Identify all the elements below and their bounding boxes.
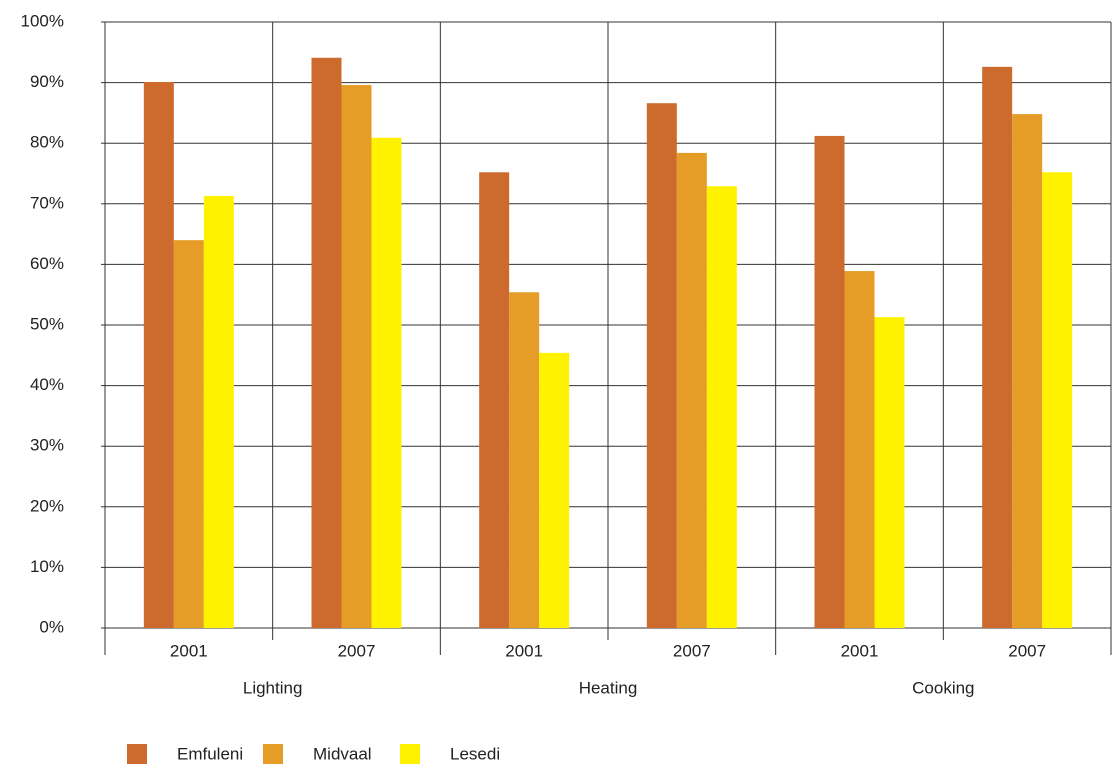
x-tick-label: 2001 — [505, 641, 543, 660]
y-tick-label: 100% — [21, 11, 64, 30]
y-tick-label: 50% — [30, 314, 64, 333]
bar — [509, 292, 540, 628]
bar — [1042, 172, 1073, 628]
group-label: Heating — [579, 678, 638, 697]
legend-label: Lesedi — [450, 744, 500, 763]
legend-swatch — [400, 744, 420, 764]
y-tick-label: 70% — [30, 193, 64, 212]
bar — [173, 240, 204, 628]
bar — [203, 195, 234, 628]
bar — [143, 81, 174, 628]
y-tick-label: 80% — [30, 133, 64, 152]
legend-swatch — [127, 744, 147, 764]
bar — [479, 172, 510, 628]
y-tick-label: 40% — [30, 375, 64, 394]
group-label: Cooking — [912, 678, 974, 697]
x-tick-label: 2001 — [841, 641, 879, 660]
bar — [646, 103, 677, 629]
group-label: Lighting — [243, 678, 303, 697]
bar — [844, 271, 875, 628]
bar — [311, 57, 342, 628]
bar — [706, 186, 737, 628]
bar — [814, 135, 845, 629]
x-tick-label: 2007 — [338, 641, 376, 660]
y-tick-label: 30% — [30, 436, 64, 455]
legend-label: Midvaal — [313, 744, 372, 763]
y-tick-label: 60% — [30, 254, 64, 273]
bar — [1012, 114, 1043, 628]
bar — [539, 352, 570, 628]
bar — [676, 152, 707, 628]
y-tick-label: 0% — [39, 617, 64, 636]
legend-swatch — [263, 744, 283, 764]
legend-label: Emfuleni — [177, 744, 243, 763]
bar — [982, 66, 1013, 629]
bar — [371, 137, 402, 628]
bar — [341, 85, 372, 629]
y-tick-label: 90% — [30, 72, 64, 91]
y-tick-label: 10% — [30, 557, 64, 576]
y-tick-label: 20% — [30, 496, 64, 515]
x-tick-label: 2007 — [1008, 641, 1046, 660]
x-tick-label: 2007 — [673, 641, 711, 660]
x-tick-label: 2001 — [170, 641, 208, 660]
bar — [874, 317, 905, 628]
